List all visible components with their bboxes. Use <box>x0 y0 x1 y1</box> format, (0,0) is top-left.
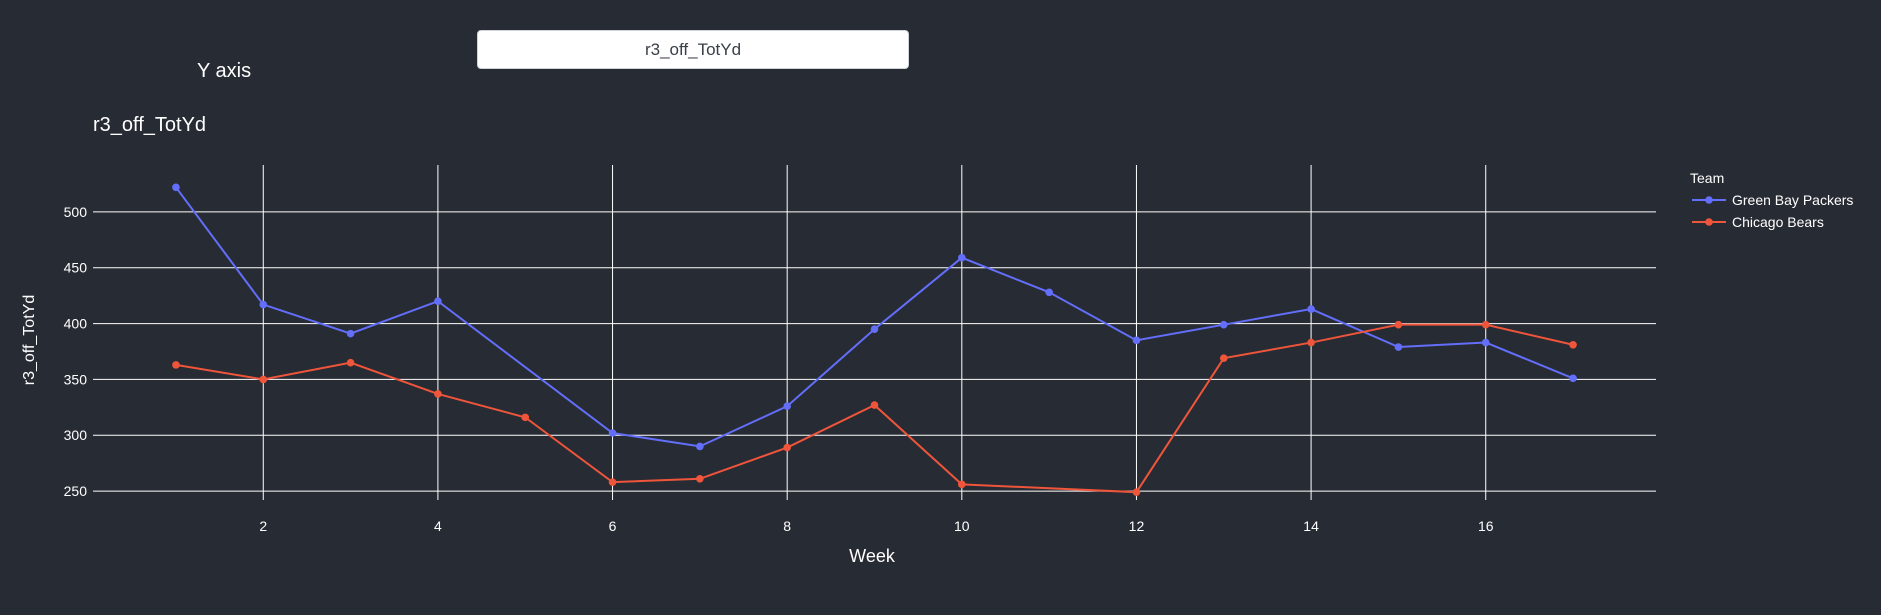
legend-item[interactable]: Chicago Bears <box>1692 214 1824 230</box>
legend-label: Green Bay Packers <box>1732 192 1853 208</box>
data-point[interactable] <box>958 253 966 262</box>
data-point[interactable] <box>521 413 530 422</box>
y-tick-label: 500 <box>64 204 88 220</box>
data-point[interactable] <box>608 478 617 486</box>
y-tick-label: 350 <box>64 371 88 387</box>
x-tick-label: 2 <box>259 518 267 534</box>
data-point[interactable] <box>696 474 704 483</box>
data-point[interactable] <box>1569 374 1577 383</box>
data-point[interactable] <box>1219 320 1228 329</box>
series-1 <box>172 320 1577 496</box>
data-point[interactable] <box>1219 354 1228 362</box>
series-0 <box>172 183 1577 451</box>
y-axis-label: r3_off_TotYd <box>21 295 38 385</box>
data-point[interactable] <box>172 183 180 192</box>
y-axis-dropdown[interactable]: r3_off_TotYd <box>477 30 909 69</box>
series-group <box>172 183 1577 496</box>
data-point[interactable] <box>783 402 791 411</box>
y-tick-label: 300 <box>64 427 88 443</box>
x-tick-label: 10 <box>954 518 970 534</box>
dropdown-selected-value: r3_off_TotYd <box>644 39 742 59</box>
x-tick-labels: 2 4 6 8 10 12 14 16 <box>259 518 1493 534</box>
legend-marker-icon <box>1705 218 1713 226</box>
data-point[interactable] <box>1045 288 1053 297</box>
data-point[interactable] <box>1481 320 1490 329</box>
data-point[interactable] <box>1481 338 1490 347</box>
series-line <box>175 323 1574 494</box>
chart-title: r3_off_TotYd <box>93 114 207 136</box>
y-tick-labels: 250 300 350 400 450 500 <box>64 204 88 499</box>
x-tick-label: 4 <box>434 518 442 534</box>
data-point[interactable] <box>434 297 442 306</box>
legend: Team Green Bay Packers Chicago Bears <box>1690 170 1853 230</box>
series-line <box>175 186 1574 448</box>
legend-label: Chicago Bears <box>1732 214 1824 230</box>
data-point[interactable] <box>696 442 704 451</box>
data-point[interactable] <box>783 443 791 452</box>
data-point[interactable] <box>1307 305 1315 313</box>
data-point[interactable] <box>1394 320 1403 329</box>
y-tick-label: 400 <box>64 316 88 332</box>
data-point[interactable] <box>870 325 879 333</box>
data-point[interactable] <box>434 390 442 398</box>
data-point[interactable] <box>958 480 966 489</box>
legend-marker-icon <box>1705 196 1713 204</box>
data-point[interactable] <box>1132 488 1141 496</box>
data-point[interactable] <box>346 329 355 338</box>
data-point[interactable] <box>1394 343 1403 351</box>
data-point[interactable] <box>1569 340 1577 349</box>
x-axis-label: Week <box>849 546 896 566</box>
data-point[interactable] <box>608 429 617 437</box>
data-point[interactable] <box>172 361 180 369</box>
data-point[interactable] <box>870 401 879 409</box>
y-axis-control-label: Y axis <box>197 60 252 82</box>
grid-lines <box>93 165 1656 500</box>
data-point[interactable] <box>1307 338 1315 347</box>
data-point[interactable] <box>259 375 268 384</box>
x-tick-label: 14 <box>1303 518 1319 534</box>
x-tick-label: 6 <box>609 518 617 534</box>
y-tick-label: 450 <box>64 260 88 276</box>
data-point[interactable] <box>259 300 268 309</box>
data-point[interactable] <box>346 358 355 367</box>
data-point[interactable] <box>1132 336 1141 345</box>
x-tick-label: 16 <box>1478 518 1494 534</box>
legend-item[interactable]: Green Bay Packers <box>1692 192 1853 208</box>
y-tick-label: 250 <box>64 483 88 499</box>
x-tick-label: 8 <box>783 518 791 534</box>
legend-title: Team <box>1690 170 1724 186</box>
x-tick-label: 12 <box>1129 518 1145 534</box>
